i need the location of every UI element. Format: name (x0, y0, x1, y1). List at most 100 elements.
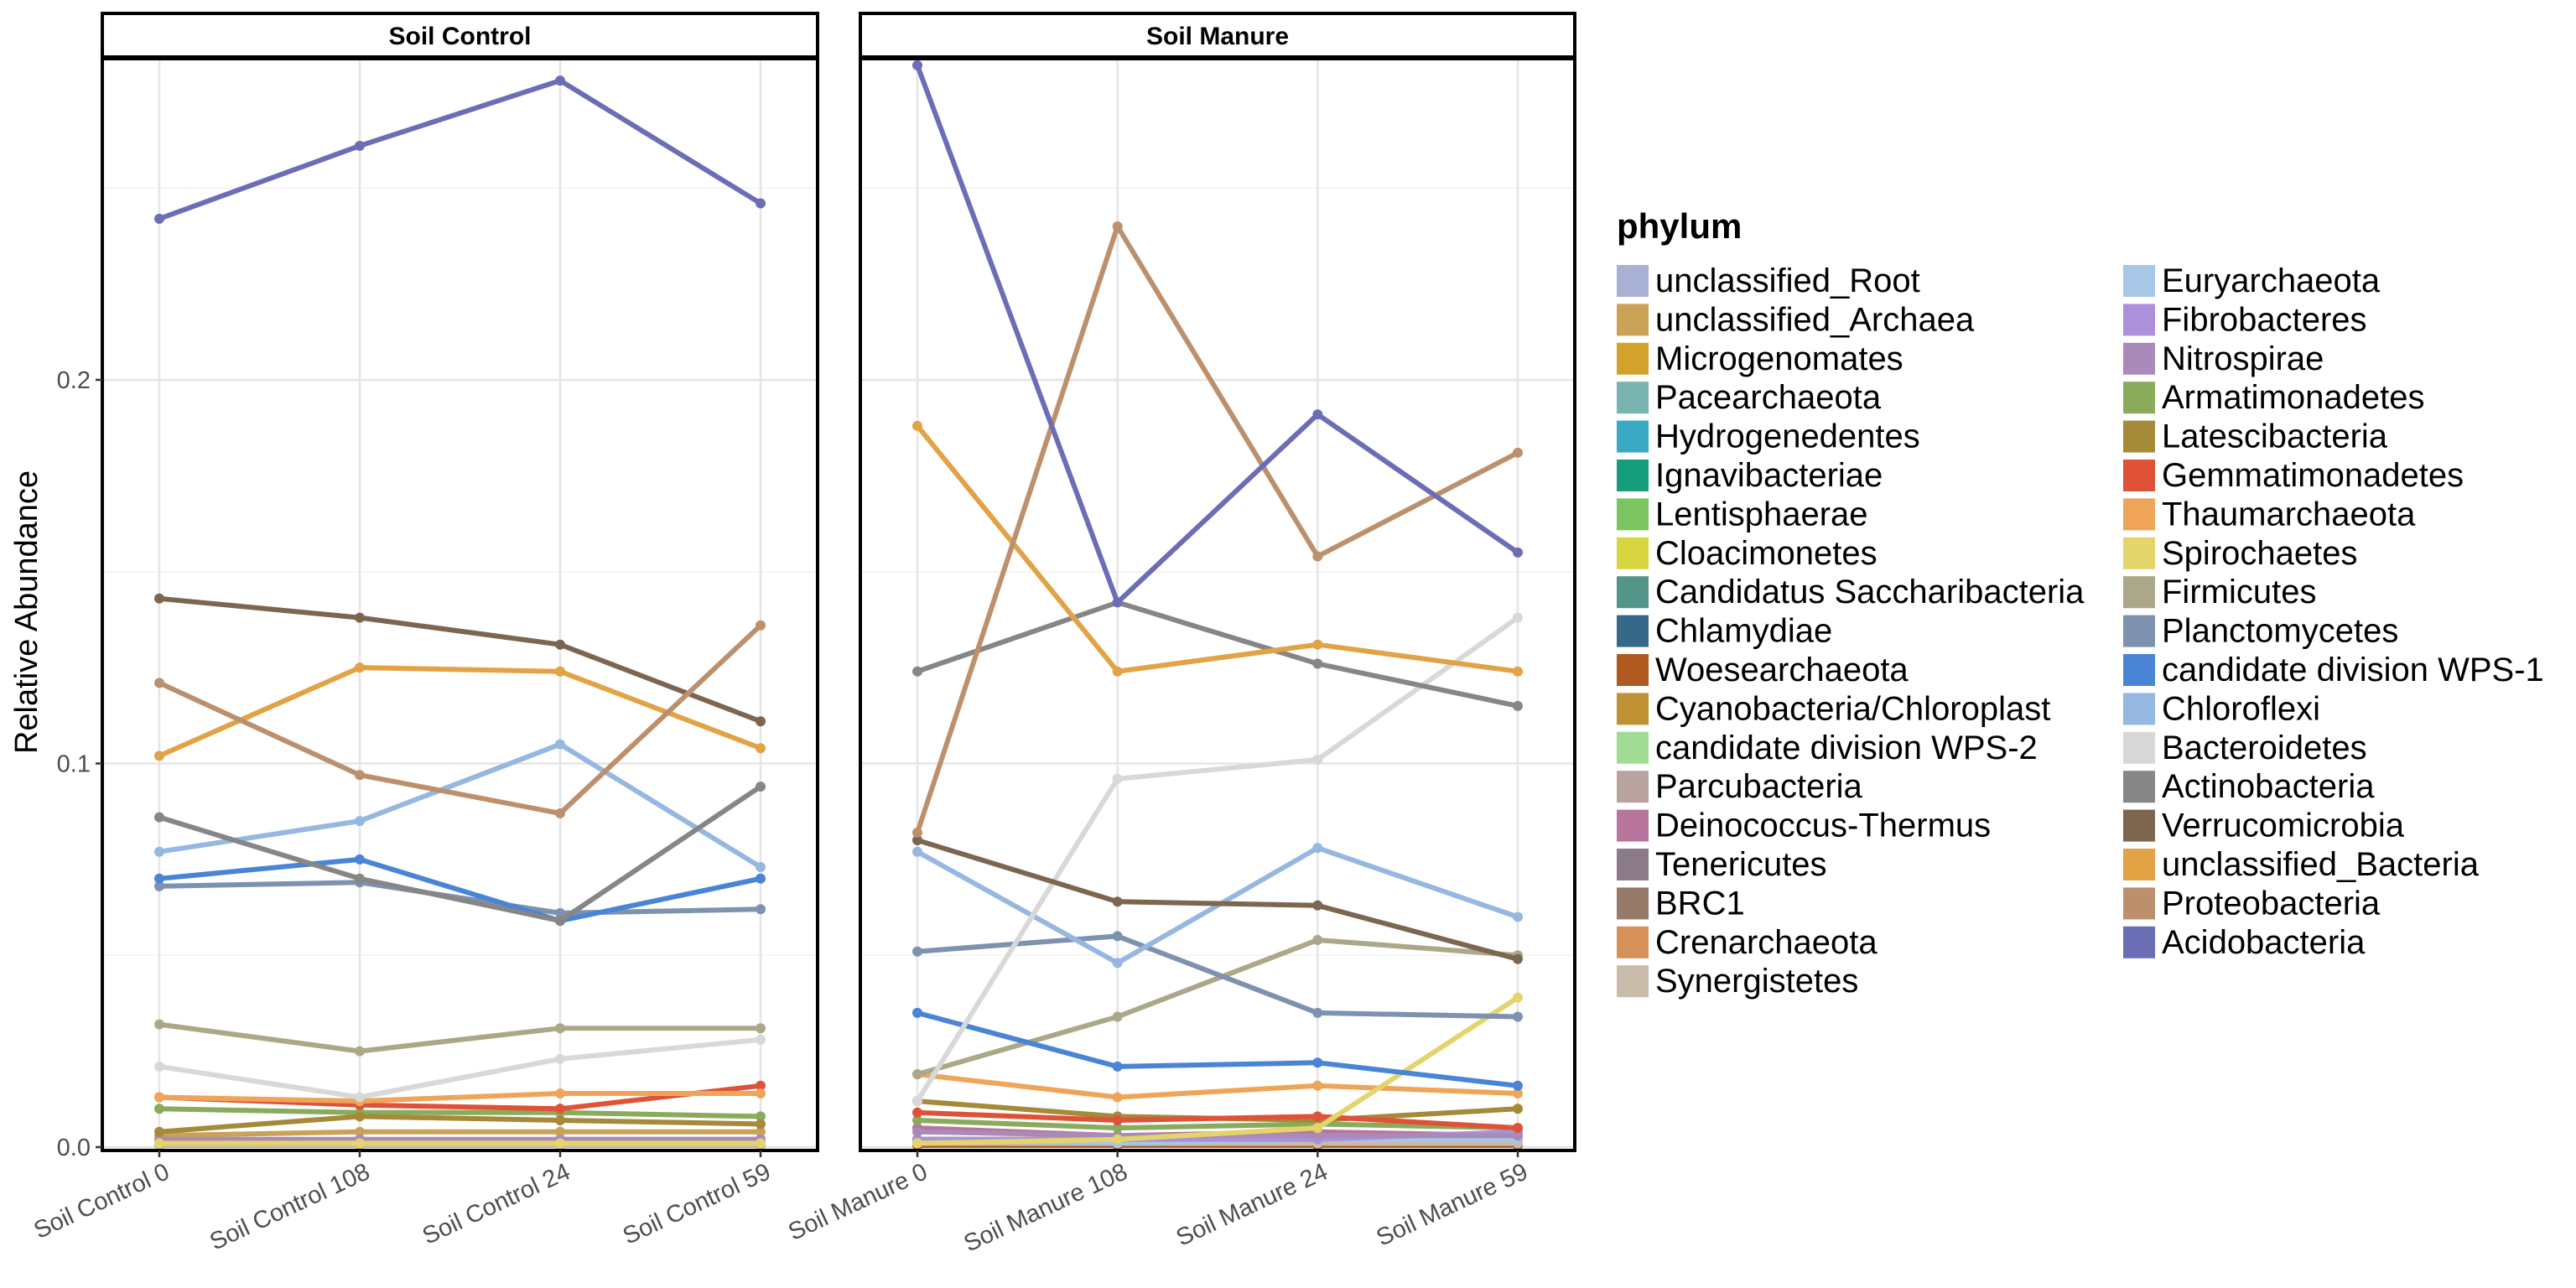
legend-label: Chlamydiae (1655, 613, 1832, 650)
data-point (154, 1138, 164, 1149)
legend-label: Crenarchaeota (1655, 924, 1877, 961)
legend-item-chloroflexi: Chloroflexi (2123, 690, 2320, 727)
data-point (154, 1104, 164, 1114)
legend-label: Firmicutes (2162, 574, 2316, 610)
series-acidobacteria (912, 60, 1523, 608)
series-unclassified-bacteria (912, 420, 1523, 677)
series-latescibacteria (154, 1111, 766, 1137)
data-point (1112, 958, 1123, 969)
data-point (912, 835, 922, 845)
data-point (912, 827, 922, 838)
data-point (555, 808, 565, 818)
legend-item-chlamydiae: Chlamydiae (1617, 613, 1832, 650)
series-spirochaetes (154, 1138, 766, 1149)
legend-item-acidobacteria: Acidobacteria (2123, 924, 2366, 961)
legend-item-verrucomicrobia: Verrucomicrobia (2123, 808, 2405, 844)
legend-item-planctomycetes: Planctomycetes (2123, 613, 2398, 650)
series-verrucomicrobia (154, 593, 766, 727)
data-point (555, 75, 565, 86)
data-point (1513, 1080, 1523, 1091)
data-point (756, 782, 766, 792)
legend-item-parcubacteria: Parcubacteria (1617, 768, 1863, 805)
legend-label: Microgenomates (1655, 340, 1903, 377)
x-tick-label: Soil Control 24 (418, 1158, 574, 1249)
data-point (355, 873, 365, 884)
legend-label: candidate division WPS-2 (1655, 730, 2038, 766)
legend-label: Hydrogenedentes (1655, 418, 1920, 455)
legend-label: Ignavibacteriae (1655, 457, 1883, 494)
legend-label: Candidatus Saccharibacteria (1655, 574, 2085, 610)
data-point (1513, 547, 1523, 558)
series-layer (154, 75, 766, 1150)
legend-label: unclassified_Archaea (1655, 301, 1975, 338)
facet-strip-label: Soil Manure (1146, 23, 1289, 50)
series-line (157, 595, 763, 724)
legend-item-latescibacteria: Latescibacteria (2123, 418, 2388, 455)
data-point (1112, 773, 1123, 784)
data-point (355, 1046, 365, 1057)
legend-label: Euryarchaeota (2162, 262, 2381, 299)
data-point (355, 1111, 365, 1122)
series-line (915, 62, 1520, 605)
legend-item-proteobacteria: Proteobacteria (2123, 885, 2381, 922)
data-point (1312, 639, 1323, 650)
data-point (555, 1023, 565, 1034)
data-point (1112, 221, 1123, 231)
facet-strip (859, 12, 1576, 59)
x-tick-label: Soil Manure 24 (1172, 1158, 1332, 1251)
series-proteobacteria (154, 620, 766, 818)
legend-item-euryarchaeota: Euryarchaeota (2123, 262, 2381, 299)
y-tick-label: 0.2 (57, 367, 91, 394)
data-point (1112, 931, 1123, 942)
legend-label: Deinococcus-Thermus (1655, 808, 1991, 844)
data-point (912, 420, 922, 431)
legend-swatch (1617, 382, 1649, 414)
legend-label: Proteobacteria (2162, 885, 2381, 922)
legend-item-spirochaetes: Spirochaetes (2123, 535, 2357, 572)
data-point (1513, 953, 1523, 964)
legend-label: Cyanobacteria/Chloroplast (1655, 690, 2050, 727)
series-bacteroidetes (154, 1034, 766, 1103)
data-point (1513, 911, 1523, 922)
data-point (154, 1092, 164, 1103)
legend-swatch (2123, 693, 2155, 725)
data-point (912, 60, 922, 70)
data-point (1312, 409, 1323, 420)
data-point (1312, 1123, 1323, 1134)
data-point (1513, 1130, 1523, 1141)
data-point (1112, 1011, 1123, 1022)
series-line (157, 1036, 763, 1100)
legend-item-ignavibacteriae: Ignavibacteriae (1617, 457, 1883, 494)
legend-swatch (2123, 576, 2155, 609)
series-line (915, 1118, 1520, 1131)
data-point (355, 1126, 365, 1137)
data-point (1112, 597, 1123, 608)
legend-swatch (2123, 382, 2155, 414)
legend-swatch (2123, 771, 2155, 803)
data-point (555, 1115, 565, 1125)
series-line (915, 224, 1520, 835)
series-line (157, 856, 763, 924)
legend-label: Nitrospirae (2162, 340, 2324, 377)
series-line (157, 622, 763, 816)
legend-label: Armatimonadetes (2162, 379, 2424, 416)
series-line (157, 78, 763, 221)
legend-label: Spirochaetes (2162, 535, 2357, 572)
legend-item-hydrogenedentes: Hydrogenedentes (1617, 418, 1920, 455)
legend-swatch (1617, 420, 1649, 453)
data-point (1312, 1111, 1323, 1122)
data-point (555, 666, 565, 677)
legend-swatch (2123, 731, 2155, 764)
legend-item-unclassified-root: unclassified_Root (1617, 262, 1920, 299)
legend-swatch (2123, 809, 2155, 842)
legend-swatch (1617, 771, 1649, 803)
legend-item-candidatus-saccharibacteria: Candidatus Saccharibacteria (1617, 574, 2085, 610)
data-point (912, 666, 922, 677)
legend-label: Pacearchaeota (1655, 379, 1882, 416)
legend-item-unclassified-archaea: unclassified_Archaea (1617, 301, 1975, 338)
series-actinobacteria (154, 782, 766, 927)
legend-label: Synergistetes (1655, 963, 1858, 1000)
data-point (1112, 1134, 1123, 1145)
data-point (1513, 666, 1523, 677)
